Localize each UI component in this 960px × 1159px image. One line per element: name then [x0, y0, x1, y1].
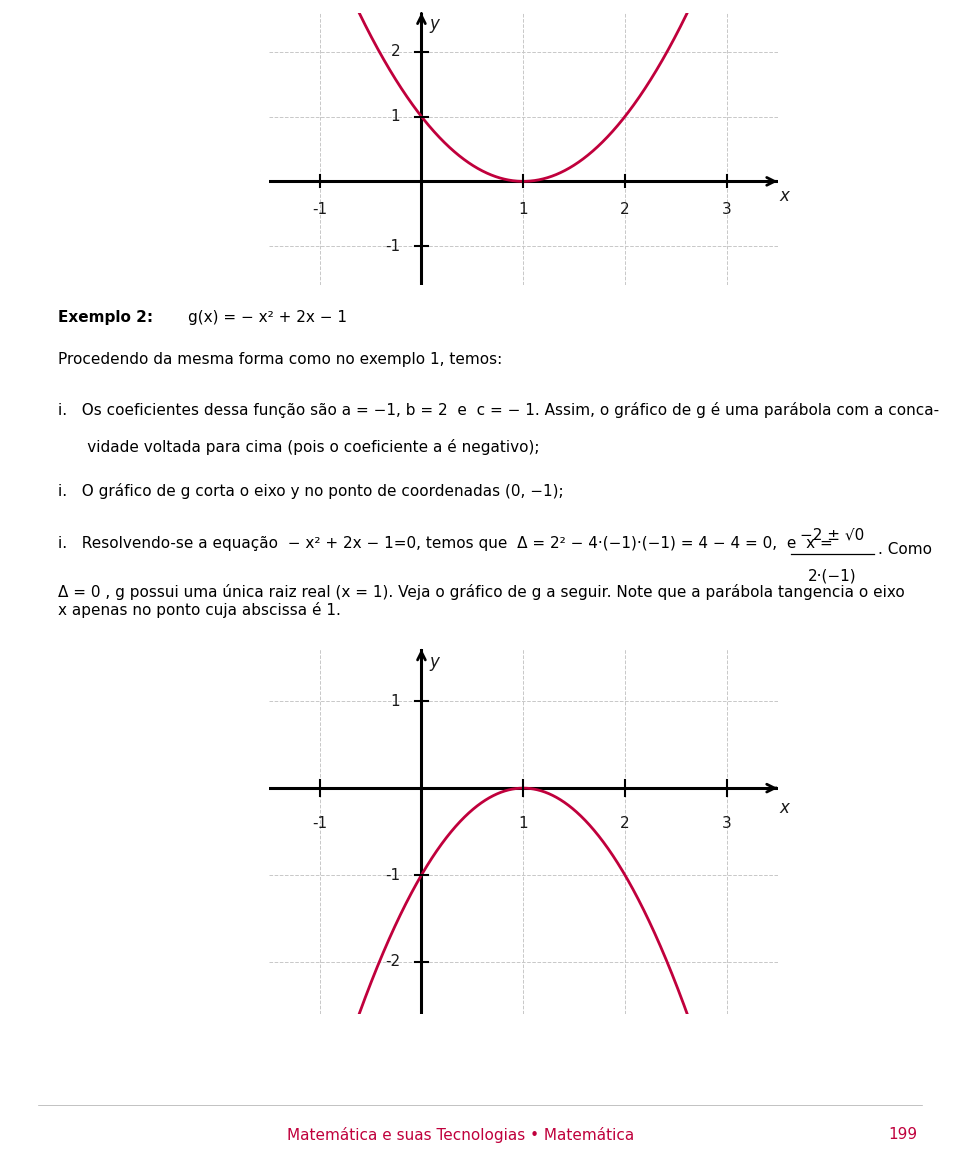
Text: −2 ± √0: −2 ± √0	[801, 527, 864, 542]
Text: 3: 3	[722, 203, 732, 218]
Text: Procedendo da mesma forma como no exemplo 1, temos:: Procedendo da mesma forma como no exempl…	[58, 351, 502, 366]
Text: 1: 1	[518, 203, 528, 218]
Text: 1: 1	[518, 816, 528, 831]
Text: 2: 2	[620, 816, 630, 831]
Text: y: y	[429, 653, 439, 671]
Text: -1: -1	[312, 816, 327, 831]
Text: 1: 1	[391, 109, 400, 124]
Text: 2: 2	[620, 203, 630, 218]
Text: -1: -1	[312, 203, 327, 218]
Text: 2: 2	[391, 44, 400, 59]
Text: -2: -2	[385, 955, 400, 969]
Text: i.   O gráfico de g corta o eixo y no ponto de coordenadas (0, −1);: i. O gráfico de g corta o eixo y no pont…	[58, 483, 564, 500]
Text: y: y	[429, 15, 439, 34]
Text: 3: 3	[722, 816, 732, 831]
Text: . Como: . Como	[878, 542, 932, 557]
Text: -1: -1	[385, 239, 400, 254]
Text: Matemática e suas Tecnologias • Matemática: Matemática e suas Tecnologias • Matemáti…	[287, 1127, 635, 1143]
Text: g(x) = − x² + 2x − 1: g(x) = − x² + 2x − 1	[188, 311, 348, 326]
Text: vidade voltada para cima (pois o coeficiente a é negativo);: vidade voltada para cima (pois o coefici…	[58, 439, 540, 454]
Text: x apenas no ponto cuja abscissa é 1.: x apenas no ponto cuja abscissa é 1.	[58, 603, 341, 618]
Text: Δ = 0 , g possui uma única raiz real (x = 1). Veja o gráfico de g a seguir. Note: Δ = 0 , g possui uma única raiz real (x …	[58, 584, 904, 599]
Text: x: x	[780, 188, 789, 205]
Text: x: x	[780, 800, 789, 817]
Text: 1: 1	[391, 694, 400, 708]
Text: -1: -1	[385, 868, 400, 882]
Text: 2·(−1): 2·(−1)	[808, 569, 856, 584]
Text: i.   Os coeficientes dessa função são a = −1, b = 2  e  c = − 1. Assim, o gráfic: i. Os coeficientes dessa função são a = …	[58, 402, 939, 418]
Text: i.   Resolvendo-se a equação  − x² + 2x − 1=0, temos que  Δ = 2² − 4·(−1)·(−1) =: i. Resolvendo-se a equação − x² + 2x − 1…	[58, 537, 832, 552]
Text: 199: 199	[888, 1128, 917, 1143]
Text: Exemplo 2:: Exemplo 2:	[58, 311, 153, 326]
